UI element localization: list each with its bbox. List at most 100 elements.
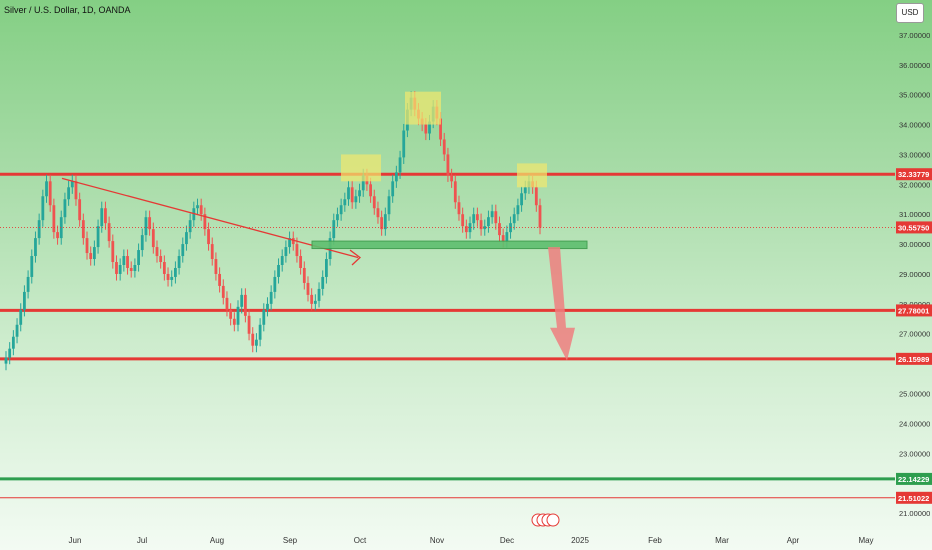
- candle-body: [347, 187, 350, 200]
- candle-body: [428, 121, 431, 134]
- peak-highlight-box[interactable]: [405, 91, 441, 125]
- price-axis[interactable]: 37.00000 36.00000 35.00000 34.00000 33.00000…: [895, 0, 932, 530]
- candle-body: [402, 130, 406, 158]
- candle-body: [85, 238, 89, 254]
- candle-body: [464, 226, 468, 233]
- support-zone[interactable]: [311, 240, 588, 250]
- candle-body: [339, 205, 343, 215]
- candle-body: [391, 181, 395, 197]
- candle-body: [177, 256, 181, 268]
- candle-body: [236, 306, 240, 325]
- price-tag-label: 22.14229: [898, 475, 929, 484]
- time-axis[interactable]: Jun Jul Aug Sep Oct Nov Dec 2025 Feb Mar Apr May: [0, 530, 895, 550]
- candle-body: [472, 214, 476, 224]
- peak-highlight-box[interactable]: [517, 163, 547, 188]
- candle-body: [442, 139, 446, 155]
- time-tick-label: Dec: [500, 536, 514, 545]
- candle-body: [170, 276, 174, 280]
- candle-body: [210, 244, 214, 260]
- candle-body: [277, 265, 280, 277]
- candle-body: [523, 187, 527, 194]
- peak-highlight-box[interactable]: [341, 154, 381, 182]
- candle-body: [439, 118, 442, 140]
- candle-body: [140, 235, 144, 251]
- candle-body: [111, 241, 115, 263]
- chart-plot: [0, 91, 895, 527]
- currency-button[interactable]: USD: [896, 3, 924, 23]
- candle-body: [240, 294, 244, 307]
- candle-body: [196, 205, 199, 209]
- candle-body: [122, 256, 126, 265]
- candle-body: [288, 238, 291, 248]
- time-tick-label: Apr: [787, 536, 800, 545]
- candle-body: [461, 214, 465, 227]
- price-tick-label: 34.00000: [899, 121, 930, 130]
- price-tag: [896, 304, 932, 317]
- candle-body: [494, 211, 498, 224]
- candle-body: [450, 175, 454, 182]
- time-tick-label: Oct: [354, 536, 367, 545]
- price-tag: [896, 491, 932, 504]
- candle-body: [221, 285, 225, 298]
- price-tick-label: 27.00000: [899, 330, 930, 339]
- candle-body: [218, 273, 221, 286]
- candle-body: [354, 196, 358, 203]
- time-tick-label: Nov: [430, 536, 444, 545]
- candle-body: [159, 256, 163, 263]
- candle-body: [336, 214, 339, 221]
- projection-down-arrow[interactable]: [548, 247, 575, 361]
- candle-body: [424, 124, 428, 134]
- time-tick-label: 2025: [571, 536, 589, 545]
- candle-body: [181, 244, 185, 257]
- event-marker-icon[interactable]: [546, 513, 560, 527]
- candle-body: [310, 294, 314, 304]
- candle-body: [8, 348, 12, 358]
- time-tick-label: Jul: [137, 536, 147, 545]
- candle-body: [380, 217, 384, 230]
- candle-body: [361, 175, 365, 191]
- candle-body: [487, 217, 490, 227]
- price-tag-label: 27.78001: [898, 306, 929, 315]
- candle-body: [56, 232, 59, 239]
- chart-title: Silver / U.S. Dollar, 1D, OANDA: [4, 5, 131, 15]
- trendline[interactable]: [61, 177, 359, 259]
- time-tick-label: Aug: [210, 536, 224, 545]
- candle-body: [78, 199, 82, 221]
- candle-body: [229, 309, 233, 319]
- candle-body: [96, 226, 100, 248]
- trendline-arrowhead: [349, 249, 362, 266]
- candle-body: [92, 247, 96, 260]
- candle-body: [343, 199, 347, 206]
- candle-body: [126, 256, 129, 268]
- time-tick-label: Mar: [715, 536, 729, 545]
- candle-body: [516, 205, 520, 215]
- candle-body: [63, 199, 67, 218]
- price-tick-label: 32.00000: [899, 180, 930, 189]
- candle-body: [52, 205, 56, 233]
- price-tick-label: 30.00000: [899, 240, 930, 249]
- candle-body: [383, 214, 387, 230]
- candle-body: [107, 223, 111, 242]
- candle-body: [457, 202, 461, 215]
- candle-body: [505, 232, 509, 242]
- candle-body: [166, 273, 170, 280]
- candle-body: [148, 217, 152, 230]
- candle-body: [512, 214, 516, 224]
- price-tick-label: 29.00000: [899, 270, 930, 279]
- candle-body: [446, 154, 450, 176]
- candle-body: [372, 196, 376, 209]
- candle-body: [255, 339, 258, 346]
- candle-body: [468, 223, 472, 233]
- candle-body: [350, 187, 354, 203]
- candle-body: [137, 250, 140, 265]
- candle-body: [100, 208, 104, 227]
- candle-body: [129, 267, 133, 271]
- price-tick-label: 28.00000: [899, 300, 930, 309]
- candle-body: [302, 267, 306, 283]
- candle-body: [258, 324, 262, 340]
- candle-body: [498, 223, 501, 236]
- candle-body: [475, 214, 479, 221]
- candle-body: [199, 205, 203, 215]
- candle-body: [162, 262, 166, 274]
